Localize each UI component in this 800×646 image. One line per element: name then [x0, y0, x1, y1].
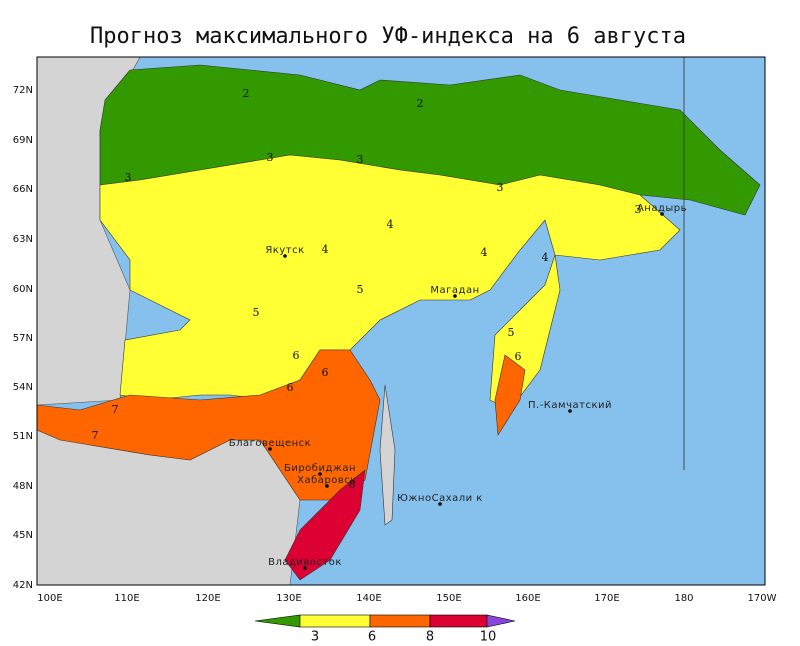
colorbar-label: 3	[311, 630, 319, 643]
contour-label: 8	[349, 478, 356, 491]
longitude-label: 100E	[37, 593, 62, 604]
contour-label: 3	[125, 171, 132, 184]
longitude-label: 160E	[515, 593, 540, 604]
title: Прогноз максимального УФ-индекса на 6 ав…	[90, 24, 686, 49]
latitude-label: 63N	[13, 234, 33, 245]
colorbar: 3 6 8 10	[254, 614, 516, 645]
map-frame	[36, 56, 766, 586]
city-dot	[438, 502, 442, 506]
contour-label: 4	[322, 243, 329, 256]
city-label: Магадан	[430, 285, 479, 296]
map	[36, 56, 766, 586]
city-dot	[268, 447, 272, 451]
latitude-label: 51N	[13, 431, 33, 442]
city-label: Анадырь	[637, 203, 687, 214]
longitude-label: 180	[674, 593, 693, 604]
longitude-label: 170E	[594, 593, 619, 604]
contour-label: 4	[481, 246, 488, 259]
contour-label: 6	[287, 381, 294, 394]
contour-label: 6	[293, 349, 300, 362]
latitude-label: 69N	[13, 135, 33, 146]
latitude-label: 57N	[13, 333, 33, 344]
city-label: П.-Камчатский	[528, 400, 612, 411]
city-dot	[303, 566, 307, 570]
contour-label: 7	[92, 429, 99, 442]
contour-label: 4	[542, 251, 549, 264]
contour-label: 5	[357, 283, 364, 296]
contour-label: 3	[357, 153, 364, 166]
latitude-label: 54N	[13, 382, 33, 393]
contour-label: 7	[112, 403, 119, 416]
city-dot	[660, 212, 664, 216]
contour-label: 6	[515, 350, 522, 363]
longitude-label: 140E	[356, 593, 381, 604]
city-label: Благовещенск	[229, 438, 311, 449]
latitude-label: 42N	[13, 580, 33, 591]
city-dot	[568, 409, 572, 413]
contour-label: 3	[497, 181, 504, 194]
zone-very-high	[284, 469, 366, 581]
longitude-label: 170W	[748, 593, 777, 604]
city-label: Биробиджан	[284, 463, 356, 474]
contour-label: 5	[253, 306, 260, 319]
city-dot	[325, 484, 329, 488]
city-label: Якутск	[265, 245, 304, 256]
city-label: Владивосток	[268, 557, 342, 568]
colorbar-segment	[429, 614, 488, 628]
contour-label: 3	[635, 203, 642, 216]
longitude-label: 130E	[276, 593, 301, 604]
contour-label: 3	[267, 151, 274, 164]
colorbar-segment	[486, 614, 516, 628]
latitude-label: 45N	[13, 530, 33, 541]
city-dot	[283, 254, 287, 258]
sakhalin	[379, 384, 396, 526]
zone-moderate	[99, 154, 681, 401]
latitude-label: 60N	[13, 284, 33, 295]
latitude-label: 48N	[13, 481, 33, 492]
contour-label: 2	[243, 87, 250, 100]
longitude-label: 120E	[195, 593, 220, 604]
longitude-label: 110E	[114, 593, 139, 604]
latitude-label: 66N	[13, 184, 33, 195]
longitude-label: 150E	[436, 593, 461, 604]
city-label: ЮжноСахали к	[397, 493, 483, 504]
latitude-label: 72N	[13, 85, 33, 96]
city-dot	[318, 472, 322, 476]
zone-high-kamchatka	[494, 354, 526, 436]
colorbar-label: 6	[368, 630, 376, 643]
colorbar-label: 8	[426, 630, 434, 643]
contour-label: 4	[387, 218, 394, 231]
contour-label: 6	[322, 366, 329, 379]
contour-label: 2	[417, 97, 424, 110]
contour-label: 5	[508, 326, 515, 339]
colorbar-label: 10	[480, 630, 497, 643]
colorbar-segment	[299, 614, 371, 628]
land-west	[36, 56, 141, 406]
labels: 72N 69N 66N 63N 60N 57N 54N 51N 48N 45N 42N 100E 110…	[13, 85, 777, 604]
city-dot	[453, 294, 457, 298]
colorbar-segment	[369, 614, 431, 628]
city-label: Хабаровск	[297, 475, 357, 486]
